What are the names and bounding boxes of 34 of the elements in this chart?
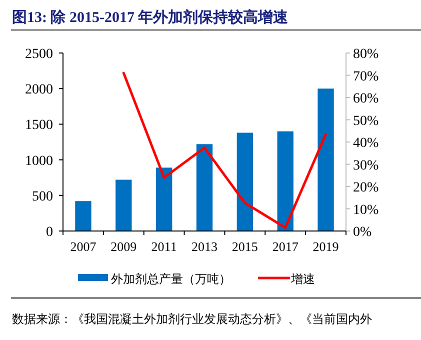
y2-tick-label: 50% — [353, 114, 379, 129]
x-tick-label: 2019 — [312, 239, 339, 254]
x-tick-label: 2015 — [232, 239, 258, 254]
bar — [116, 180, 132, 231]
x-tick-label: 2011 — [151, 239, 177, 254]
chart-title: 图13: 除 2015-2017 年外加剂保持较高增速 — [12, 8, 290, 26]
y2-tick-label: 70% — [353, 69, 379, 84]
y2-tick-label: 30% — [353, 158, 379, 174]
x-tick-label: 2009 — [110, 239, 137, 254]
x-tick-label: 2007 — [70, 239, 97, 254]
x-tick-label: 2013 — [192, 239, 218, 254]
y2-tick-label: 0% — [353, 225, 372, 240]
y2-tick-label: 80% — [353, 47, 379, 62]
y-tick-label: 2000 — [25, 82, 53, 98]
bar — [236, 132, 254, 231]
bar — [318, 88, 334, 231]
y-tick-label: 2500 — [25, 47, 53, 62]
x-tick-label: 2017 — [272, 239, 299, 254]
y-tick-label: 1500 — [25, 118, 53, 134]
y2-tick-label: 60% — [353, 92, 379, 106]
y-tick-label: 1000 — [25, 154, 53, 169]
y2-tick-label: 10% — [353, 202, 379, 218]
y-tick-label: 500 — [32, 189, 53, 204]
legend-label: 增速 — [290, 272, 315, 286]
bar — [196, 144, 213, 231]
legend-label: 外加剂总产量（万吨） — [111, 272, 231, 286]
y-tick-label: 0 — [46, 225, 53, 240]
bar — [75, 201, 92, 231]
y2-tick-label: 40% — [353, 136, 379, 151]
bar — [156, 168, 172, 231]
line-series — [122, 72, 328, 229]
y2-tick-label: 20% — [353, 180, 379, 196]
source-note: 数据来源：《我国混凝土外加剂行业发展动态分析》、《当前国内外 — [12, 312, 372, 326]
bar — [277, 131, 294, 231]
